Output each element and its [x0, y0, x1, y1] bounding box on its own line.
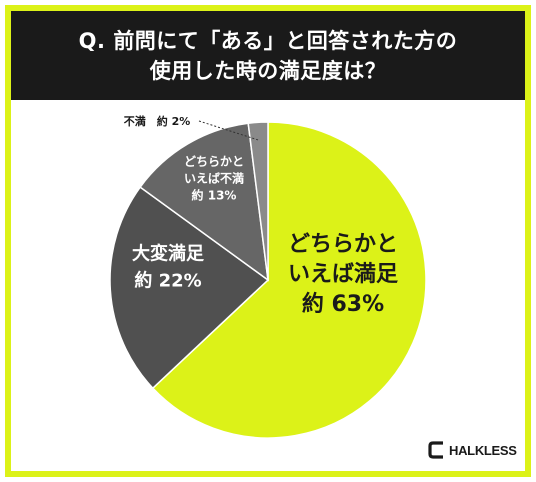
logo-c-icon [428, 441, 446, 459]
slice-value-2: 約 13% [192, 188, 237, 203]
brand-logo: HALKLESS [428, 439, 517, 461]
chart-title-line-1: Q. 前問にて「ある」と回答された方の [78, 28, 458, 53]
pie-slice-1 [109, 186, 270, 390]
pie-slice-0 [151, 121, 427, 439]
chart-title-line-2: 使用した時の満足度は？ [149, 58, 387, 83]
slice-label-1-line-0: 大変満足 [132, 243, 204, 265]
title-bar: Q. 前問にて「ある」と回答された方の 使用した時の満足度は？ [11, 11, 525, 100]
slice-label-0-line-1: いえば満足 [288, 261, 398, 287]
slice-label-3: 不満 約 2% [124, 114, 191, 128]
leader-line [198, 120, 260, 141]
slice-value-0: 約 63% [302, 291, 384, 317]
slice-label-0-line-0: どちらかと [288, 232, 398, 257]
logo-text: HALKLESS [449, 442, 517, 458]
slice-label-2-line-0: どちらかと [184, 155, 244, 169]
slice-label-2-line-1: いえば不満 [184, 171, 244, 186]
pie-slice-2 [139, 122, 269, 282]
slice-value-1: 約 22% [134, 270, 201, 292]
pie-slice-3 [247, 121, 269, 281]
